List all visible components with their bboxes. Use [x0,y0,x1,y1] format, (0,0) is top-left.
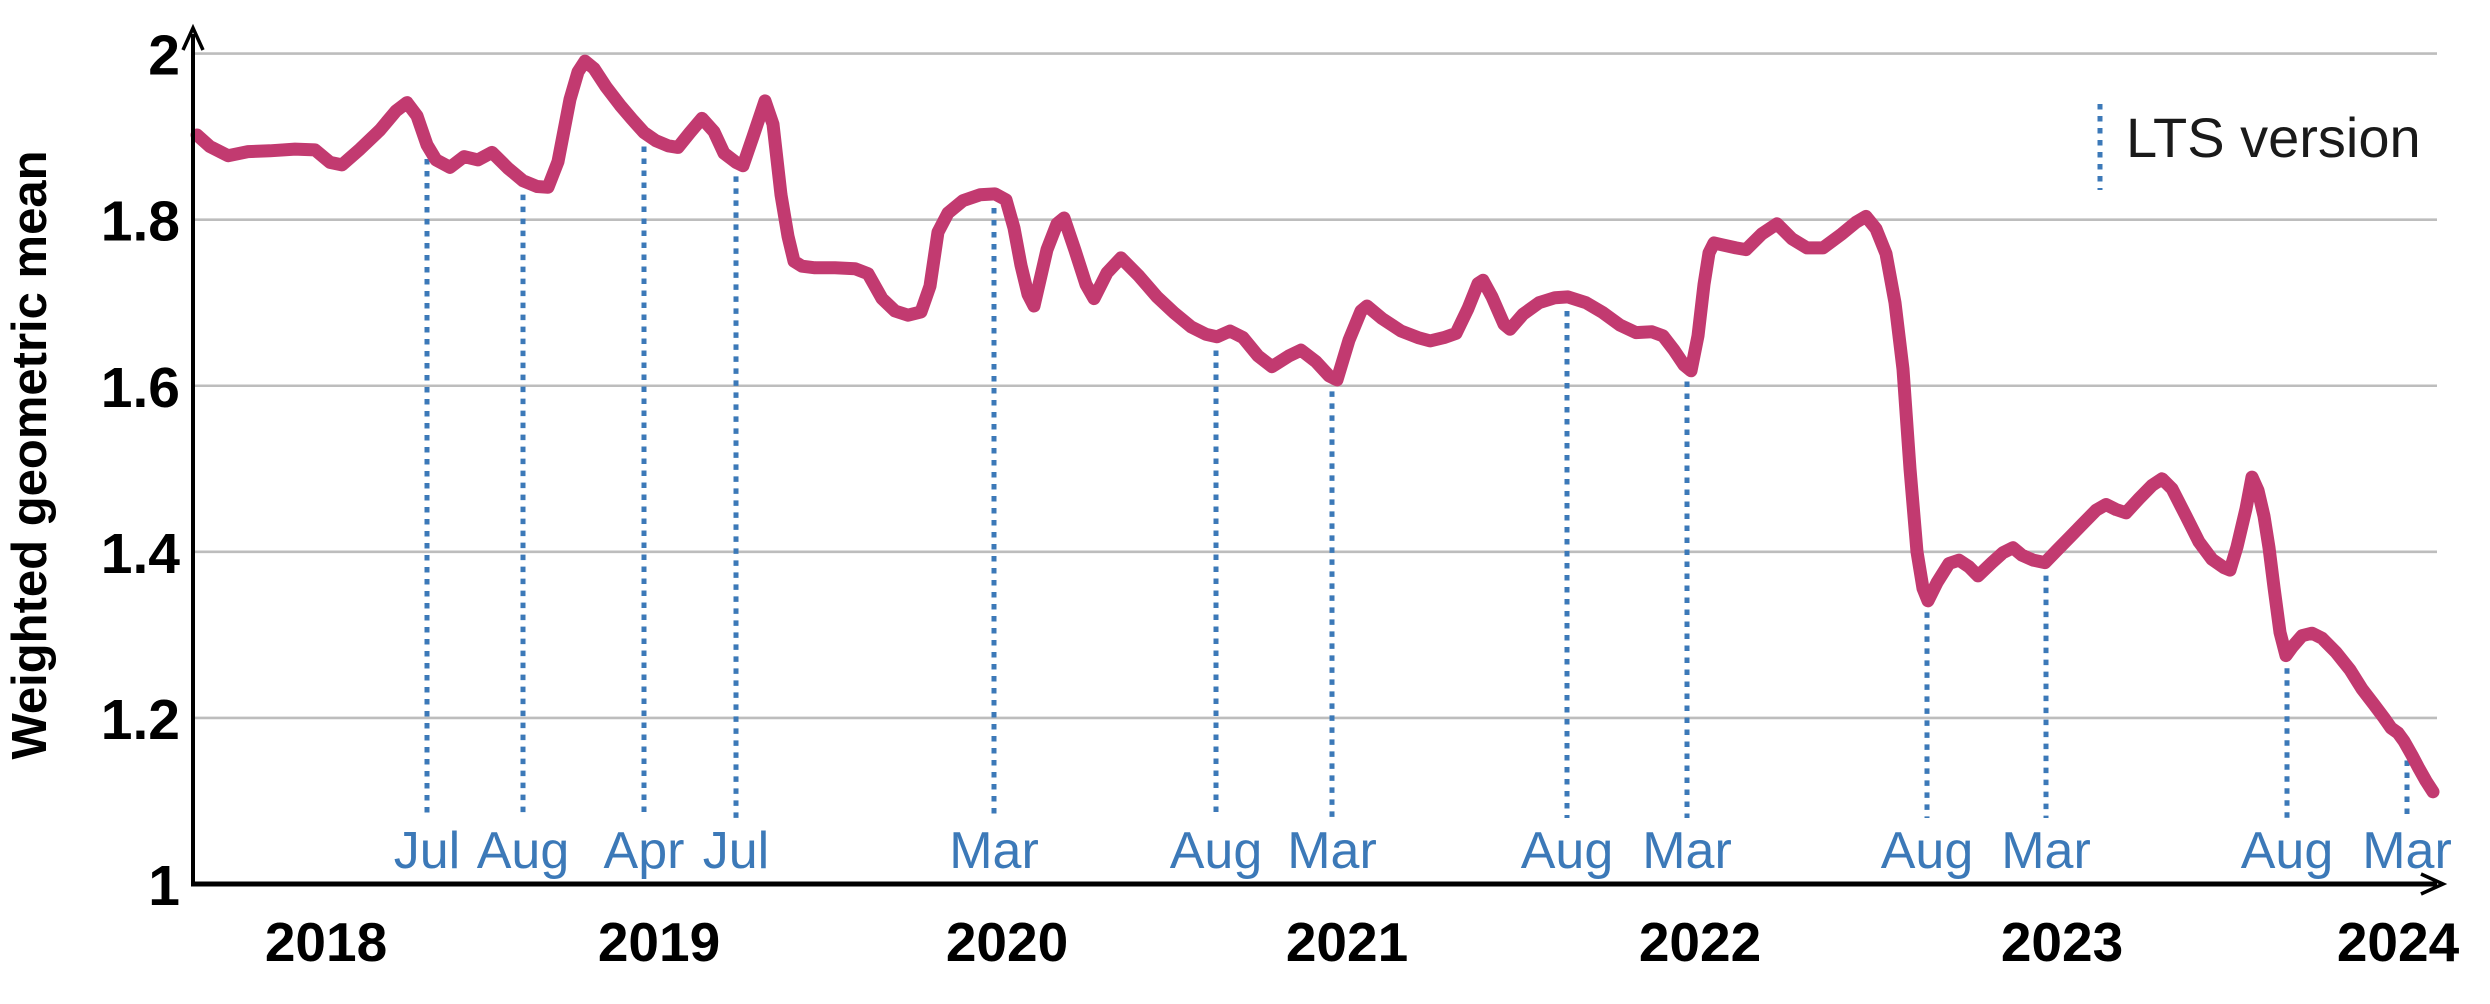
lts-marker-lines [424,146,2410,818]
lts-month-label: Mar [1642,822,1732,880]
x-tick-label: 2023 [2001,911,2123,973]
legend-label: LTS version [2126,106,2421,169]
lts-month-label: Mar [949,822,1039,880]
y-axis-arrow [181,23,205,51]
lts-month-label: Aug [1170,822,1263,880]
x-tick-label: 2021 [1286,911,1408,973]
axis-labels: Jul Aug Apr Jul Mar Aug Mar Aug Mar Aug Mar Aug Mar 1… [101,24,2460,973]
x-tick-label: 2020 [946,911,1068,973]
series-line [190,54,2440,799]
x-tick-label: 2018 [265,911,387,973]
lts-month-label: Aug [1881,822,1974,880]
x-axis-arrow [2420,872,2448,896]
lts-month-label: Mar [1287,822,1377,880]
lts-month-label: Aug [477,822,570,880]
y-tick-label: 1.4 [101,522,181,586]
x-tick-label: 2022 [1639,911,1761,973]
y-tick-label: 1.8 [101,190,180,254]
legend: LTS version [2097,104,2421,190]
lts-month-label: Aug [1521,822,1614,880]
data-series [190,54,2440,799]
lts-month-label: Mar [2362,822,2452,880]
y-tick-label: 2 [148,24,180,88]
lts-month-label: Mar [2001,822,2091,880]
axes [181,23,2448,896]
lts-month-label: Jul [703,822,769,880]
y-tick-label: 1 [148,854,180,918]
x-tick-label: 2024 [2337,911,2460,973]
y-tick-label: 1.6 [101,356,180,420]
y-axis-title: Weighted geometric mean [3,150,57,759]
y-tick-label: 1.2 [101,688,180,752]
x-tick-label: 2019 [598,911,720,973]
lts-month-label: Aug [2241,822,2334,880]
lts-month-label: Jul [394,822,460,880]
lts-month-label: Apr [604,822,685,880]
